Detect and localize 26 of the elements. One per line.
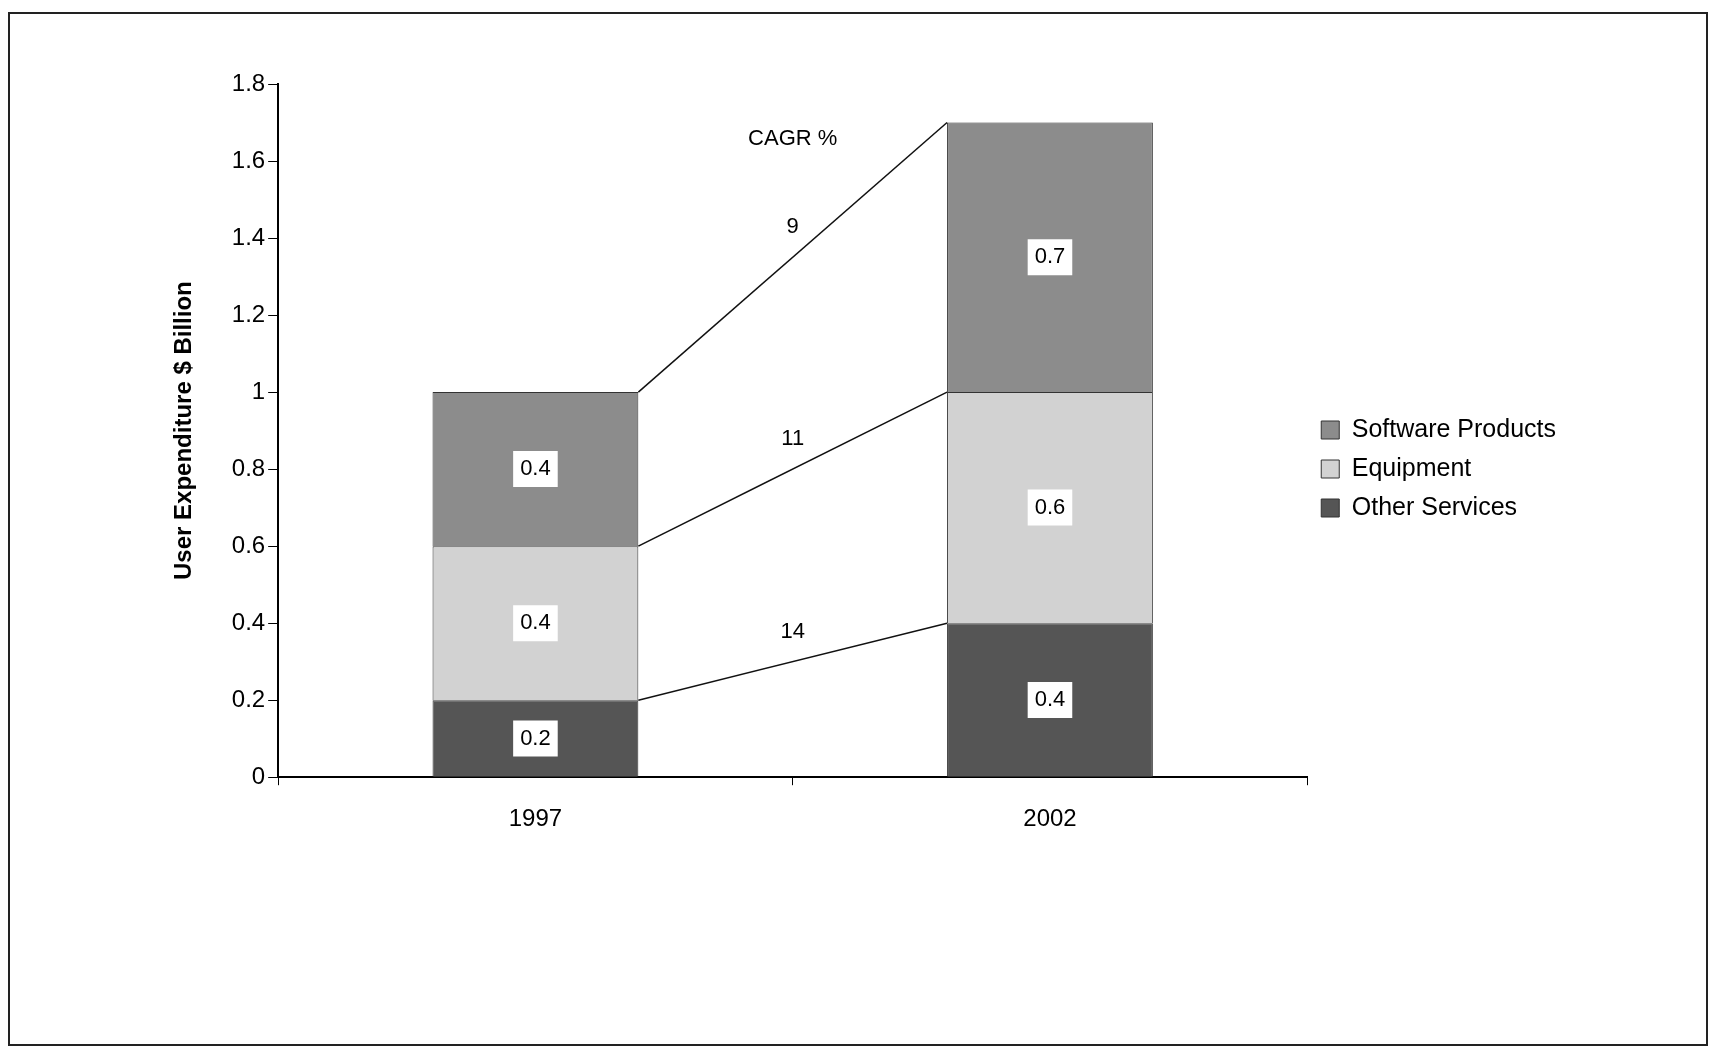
annotation: 11: [781, 425, 805, 451]
data-label: 0.4: [520, 455, 551, 481]
y-tick-label: 1.2: [231, 299, 266, 327]
legend-label: Other Services: [1351, 491, 1518, 520]
y-tick-label: 1.8: [231, 68, 266, 96]
legend-label: Software Products: [1351, 413, 1557, 442]
x-tick-label: 1997: [508, 804, 563, 832]
y-tick-label: 0.8: [231, 453, 266, 481]
annotation: 14: [780, 617, 805, 643]
y-tick-label: 0.4: [231, 607, 266, 635]
data-label: 0.6: [1034, 493, 1066, 519]
y-tick-label: 0.2: [231, 684, 266, 712]
data-label: 0.7: [1034, 243, 1066, 269]
y-tick-label: 0: [251, 761, 266, 789]
data-label: 0.4: [520, 609, 551, 635]
annotation: CAGR %: [748, 125, 838, 151]
legend-label: Equipment: [1351, 452, 1472, 481]
data-label: 0.4: [1034, 685, 1066, 711]
y-tick-label: 1: [251, 376, 266, 404]
annotation: 9: [786, 213, 799, 239]
x-tick-label: 2002: [1023, 804, 1077, 832]
y-tick-label: 1.4: [231, 222, 266, 250]
y-tick-label: 0.6: [231, 530, 266, 558]
y-axis-title: User Expenditure $ Billion: [169, 281, 197, 580]
y-tick-label: 1.6: [231, 145, 266, 173]
data-label: 0.2: [520, 724, 551, 750]
